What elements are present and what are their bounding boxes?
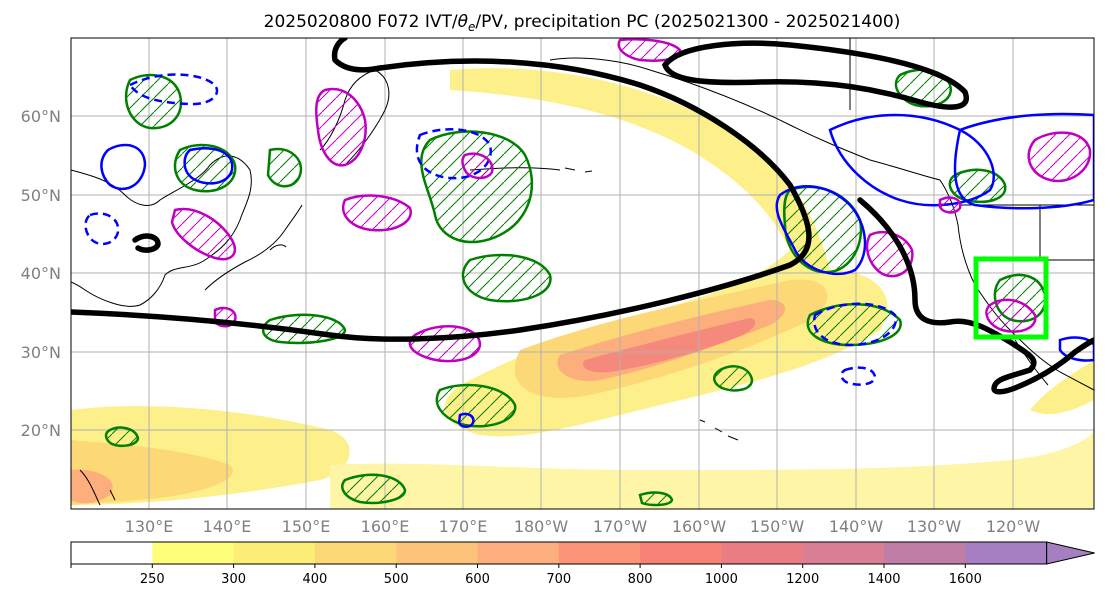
lon-label: 160°W: [672, 517, 727, 536]
colorbar-segment: [477, 542, 560, 564]
colorbar-segment: [965, 542, 1048, 564]
lon-label: 170°W: [593, 517, 648, 536]
colorbar-segment: [558, 542, 641, 564]
colorbar-tick-label: 400: [302, 572, 327, 587]
colorbar-tick-label: 1200: [786, 572, 819, 587]
japan-coast: [204, 204, 303, 291]
lon-label: 150°E: [282, 517, 331, 536]
colorbar-segment: [884, 542, 966, 564]
ivt-band-light-3: [330, 430, 1094, 509]
colorbar-segment: [233, 542, 316, 564]
lat-label: 20°N: [21, 421, 61, 440]
lon-label: 150°W: [750, 517, 805, 536]
theta-e-contour: [71, 38, 1094, 395]
lon-label: 170°E: [439, 517, 488, 536]
colorbar-extend-arrow: [1046, 541, 1095, 565]
colorbar-segment: [721, 542, 804, 564]
precip-positive-contours: [104, 68, 1047, 507]
ivt-band-light-4: [1030, 360, 1094, 415]
precip-negative-contours: [84, 73, 1094, 428]
colorbar-segment: [71, 542, 153, 564]
lon-label: 130°W: [907, 517, 962, 536]
colorbar-tick-label: 800: [628, 572, 653, 587]
asia-coast: [71, 155, 252, 307]
lat-label: 30°N: [21, 343, 61, 362]
colorbar-tick-label: 700: [546, 572, 571, 587]
colorbar-tick-label: 1600: [949, 572, 982, 587]
colorbar-tick-label: 1000: [705, 572, 738, 587]
lon-label: 140°W: [829, 517, 884, 536]
map-panel: [71, 38, 1094, 509]
ivt-band-core: [582, 318, 756, 373]
colorbar-tick-label: 500: [384, 572, 409, 587]
lon-label: 140°E: [203, 517, 252, 536]
colorbar-tick-label: 1400: [867, 572, 900, 587]
lon-label: 120°W: [986, 517, 1041, 536]
colorbar-tick-label: 600: [465, 572, 490, 587]
lat-labels: 60°N 50°N 40°N 30°N 20°N: [21, 107, 61, 440]
map-frame: [70, 37, 1095, 510]
lon-label: 180°W: [514, 517, 569, 536]
lon-label: 160°E: [361, 517, 410, 536]
ivt-band-mid-3: [71, 469, 113, 504]
alaska-coast: [549, 57, 941, 181]
colorbar-segment: [152, 542, 235, 564]
colorbar: 250 300 400 500 600 700 800 1000 1200 1400 1600: [70, 541, 1095, 587]
hawaii: [699, 419, 739, 441]
colorbar-segment: [640, 542, 722, 564]
lat-label: 50°N: [21, 186, 61, 205]
lon-label: 130°E: [125, 517, 174, 536]
target-region-box: [973, 256, 1049, 340]
colorbar-segment: [802, 542, 885, 564]
colorbar-segment: [396, 542, 478, 564]
lat-label: 60°N: [21, 107, 61, 126]
colorbar-segment: [314, 542, 397, 564]
colorbar-tick-label: 300: [221, 572, 246, 587]
lon-labels: 130°E 140°E 150°E 160°E 170°E 180°W 170°…: [125, 517, 1041, 536]
lat-label: 40°N: [21, 264, 61, 283]
colorbar-tick-label: 250: [140, 572, 165, 587]
philippines: [79, 469, 116, 506]
chart-title: 2025020800 F072 IVT/θe/PV, precipitation…: [264, 12, 901, 34]
